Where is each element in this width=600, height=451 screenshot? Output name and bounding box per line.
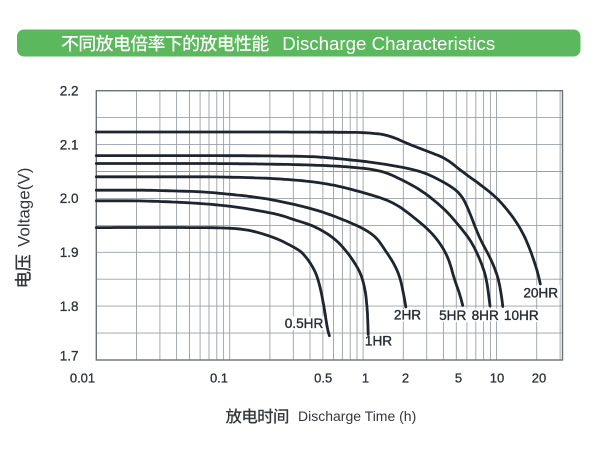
- svg-text:1HR: 1HR: [365, 333, 392, 348]
- svg-text:1: 1: [362, 371, 369, 386]
- svg-text:5: 5: [455, 371, 462, 386]
- svg-text:10: 10: [490, 371, 504, 386]
- svg-text:20HR: 20HR: [523, 285, 558, 300]
- svg-text:Voltage(V): Voltage(V): [15, 168, 34, 247]
- svg-text:1.9: 1.9: [60, 245, 79, 260]
- svg-text:0.5HR: 0.5HR: [285, 316, 324, 331]
- svg-text:2.2: 2.2: [60, 84, 79, 99]
- svg-text:2.1: 2.1: [60, 137, 79, 152]
- svg-text:2.0: 2.0: [60, 191, 79, 206]
- svg-text:0.01: 0.01: [70, 371, 95, 386]
- svg-text:10HR: 10HR: [504, 308, 539, 323]
- svg-text:1.7: 1.7: [60, 348, 79, 363]
- svg-text:5HR: 5HR: [439, 308, 466, 323]
- svg-text:20: 20: [532, 371, 546, 386]
- svg-text:0.5: 0.5: [314, 371, 332, 386]
- svg-text:1.8: 1.8: [60, 299, 79, 314]
- svg-text:0.1: 0.1: [210, 371, 228, 386]
- svg-text:2HR: 2HR: [394, 308, 421, 323]
- svg-text:8HR: 8HR: [472, 308, 499, 323]
- svg-text:Discharge Characteristics: Discharge Characteristics: [282, 33, 495, 54]
- svg-text:Discharge Time (h): Discharge Time (h): [298, 408, 416, 424]
- svg-text:2: 2: [402, 371, 409, 386]
